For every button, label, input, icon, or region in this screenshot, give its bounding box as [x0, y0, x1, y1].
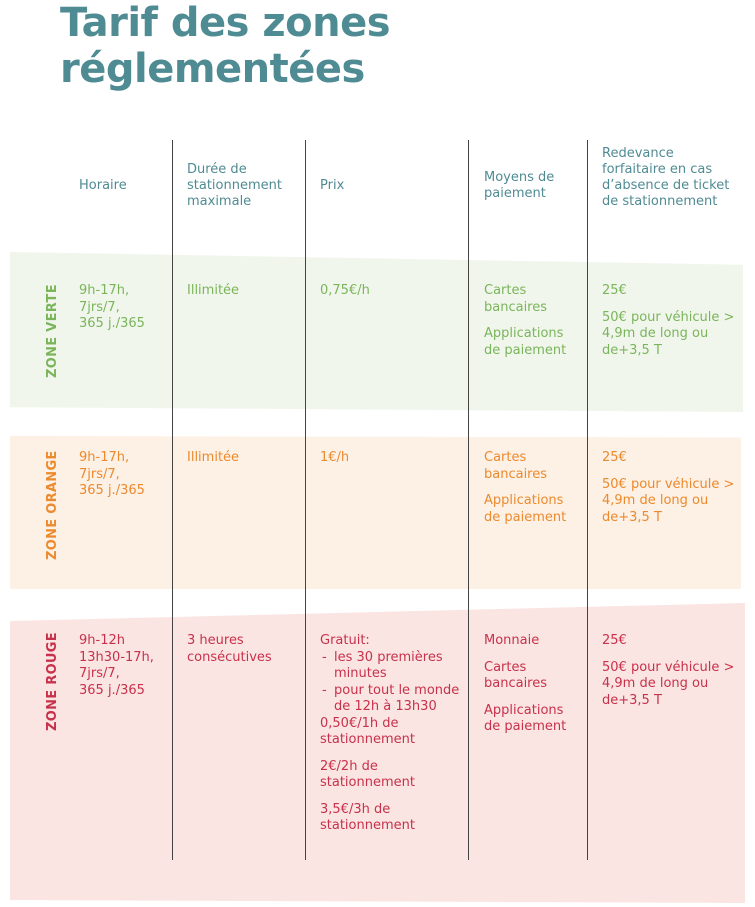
zone-orange-label: ZONE ORANGE	[45, 450, 60, 560]
column-divider	[468, 140, 469, 860]
payment-method: Cartes bancaires	[484, 450, 548, 482]
header-moyens: Moyens de paiement	[484, 170, 555, 201]
zone-orange-redevance: 25€ 50€ pour véhicule > 4,9m de long ou …	[602, 450, 737, 536]
horaire-line: 365 j./365	[79, 682, 145, 698]
zone-rouge-moyens: Monnaie Cartes bancaires Applications de…	[484, 633, 579, 746]
zone-verte-band	[10, 252, 743, 412]
zone-orange-moyens: Cartes bancaires Applications de paiemen…	[484, 450, 579, 536]
gratuit-item: pour tout le monde de 12h à 13h30	[320, 683, 460, 716]
payment-method: Applications de paiement	[484, 326, 567, 358]
tarif-item: 3,5€/3h de stationnement	[320, 801, 415, 834]
prix-gratuit: Gratuit:	[320, 633, 370, 648]
redevance-majoree: 50€ pour véhicule > 4,9m de long ou de+3…	[602, 476, 735, 525]
column-divider	[305, 140, 306, 860]
header-prix: Prix	[320, 178, 345, 193]
header-horaire: Horaire	[79, 178, 127, 193]
zone-rouge-label: ZONE ROUGE	[45, 632, 60, 731]
horaire-line: 7jrs/7,	[79, 466, 120, 482]
zone-verte-horaire: 9h-17h, 7jrs/7, 365 j./365	[79, 283, 169, 333]
page-title: Tarif des zones réglementées	[60, 0, 391, 92]
payment-method: Applications de paiement	[484, 702, 567, 735]
tarif-item: 0,50€/1h de stationnement	[320, 715, 415, 748]
horaire-line: 7jrs/7,	[79, 666, 120, 681]
zone-rouge-duree: 3 heures consécutives	[187, 633, 272, 665]
horaire-line: 9h-17h,	[79, 450, 130, 465]
zone-rouge-horaire: 9h-12h 13h30-17h, 7jrs/7, 365 j./365	[79, 633, 171, 699]
redevance-base: 25€	[602, 450, 627, 465]
column-divider	[172, 140, 173, 860]
table-header: Horaire Durée de stationnement maximale …	[0, 145, 755, 240]
zone-orange-duree: Illimitée	[187, 450, 240, 465]
zone-verte-prix: 0,75€/h	[320, 283, 370, 298]
column-divider	[587, 140, 588, 860]
payment-method: Cartes bancaires	[484, 659, 548, 692]
zone-rouge-redevance: 25€ 50€ pour véhicule > 4,9m de long ou …	[602, 633, 737, 719]
horaire-line: 9h-17h,	[79, 283, 130, 298]
header-duree: Durée de stationnement maximale	[187, 162, 282, 209]
redevance-majoree: 50€ pour véhicule > 4,9m de long ou de+3…	[602, 309, 735, 358]
horaire-line: 365 j./365	[79, 483, 145, 498]
zone-orange-prix: 1€/h	[320, 450, 350, 465]
tarif-item: 2€/2h de stationnement	[320, 758, 415, 791]
zone-orange-band	[10, 436, 741, 589]
title-line-2: réglementées	[60, 46, 365, 92]
horaire-line: 13h30-17h,	[79, 649, 154, 665]
horaire-line: 9h-12h	[79, 633, 125, 648]
payment-method: Cartes bancaires	[484, 283, 548, 315]
zone-verte-label: ZONE VERTE	[45, 284, 60, 378]
gratuit-item: les 30 premières minutes	[320, 650, 460, 683]
gratuit-list: les 30 premières minutes pour tout le mo…	[320, 650, 460, 716]
payment-method: Monnaie	[484, 633, 540, 648]
redevance-majoree: 50€ pour véhicule > 4,9m de long ou de+3…	[602, 659, 735, 708]
zone-rouge-prix: Gratuit: les 30 premières minutes pour t…	[320, 633, 460, 845]
horaire-line: 7jrs/7,	[79, 299, 120, 315]
zone-orange-horaire: 9h-17h, 7jrs/7, 365 j./365	[79, 450, 169, 500]
zone-verte-redevance: 25€ 50€ pour véhicule > 4,9m de long ou …	[602, 283, 737, 369]
redevance-base: 25€	[602, 283, 627, 298]
horaire-line: 365 j./365	[79, 316, 145, 331]
redevance-base: 25€	[602, 633, 627, 648]
title-line-1: Tarif des zones	[60, 0, 391, 46]
zone-verte-duree: Illimitée	[187, 283, 240, 298]
header-redevance: Redevance forfaitaire en cas d’absence d…	[602, 146, 730, 209]
payment-method: Applications de paiement	[484, 493, 567, 525]
zone-verte-moyens: Cartes bancaires Applications de paiemen…	[484, 283, 579, 369]
